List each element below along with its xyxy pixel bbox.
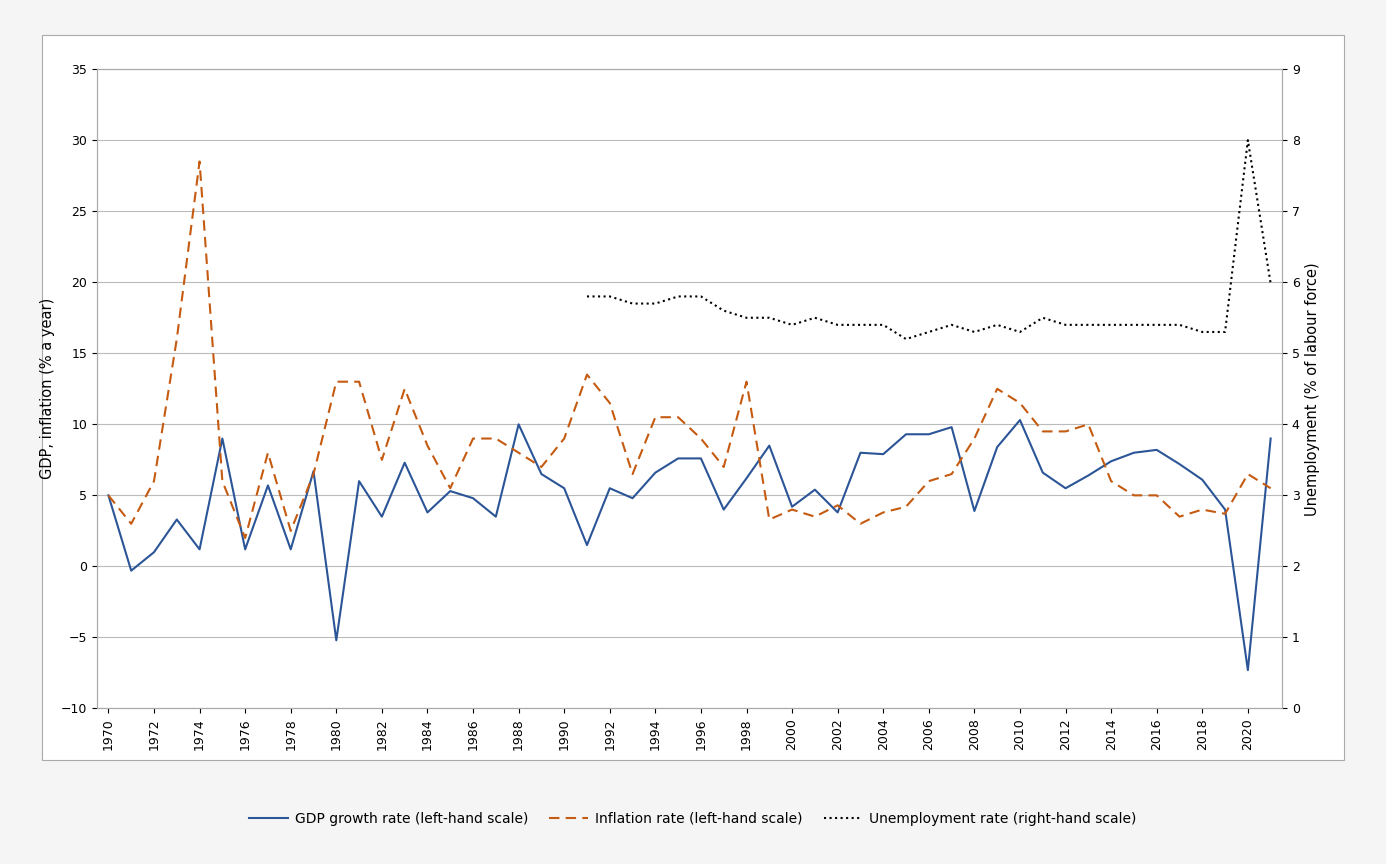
Unemployment rate (right-hand scale) — [624, 298, 640, 308]
Inflation rate (left-hand scale) — [693, 434, 710, 444]
Unemployment rate (right-hand scale) — [988, 320, 1005, 330]
Unemployment rate (right-hand scale) — [783, 320, 800, 330]
Line: GDP growth rate (left-hand scale): GDP growth rate (left-hand scale) — [108, 420, 1271, 670]
Unemployment rate (right-hand scale) — [1171, 320, 1188, 330]
GDP growth rate (left-hand scale) — [1239, 665, 1256, 676]
Unemployment rate (right-hand scale) — [898, 334, 915, 344]
Unemployment rate (right-hand scale) — [761, 313, 778, 323]
Unemployment rate (right-hand scale) — [602, 291, 618, 302]
GDP growth rate (left-hand scale) — [715, 505, 732, 515]
GDP growth rate (left-hand scale) — [1263, 434, 1279, 444]
GDP growth rate (left-hand scale) — [191, 544, 208, 555]
Unemployment rate (right-hand scale) — [875, 320, 891, 330]
Unemployment rate (right-hand scale) — [1058, 320, 1074, 330]
Unemployment rate (right-hand scale) — [1217, 327, 1234, 337]
Unemployment rate (right-hand scale) — [1193, 327, 1210, 337]
Inflation rate (left-hand scale) — [100, 490, 116, 500]
Inflation rate (left-hand scale) — [556, 434, 572, 444]
Unemployment rate (right-hand scale) — [1239, 135, 1256, 145]
Unemployment rate (right-hand scale) — [966, 327, 983, 337]
Inflation rate (left-hand scale) — [1263, 483, 1279, 493]
Line: Unemployment rate (right-hand scale): Unemployment rate (right-hand scale) — [588, 140, 1271, 339]
Unemployment rate (right-hand scale) — [1103, 320, 1120, 330]
GDP growth rate (left-hand scale) — [1012, 415, 1028, 425]
Unemployment rate (right-hand scale) — [829, 320, 845, 330]
Unemployment rate (right-hand scale) — [920, 327, 937, 337]
Y-axis label: Unemployment (% of labour force): Unemployment (% of labour force) — [1306, 262, 1321, 516]
Unemployment rate (right-hand scale) — [579, 291, 596, 302]
Inflation rate (left-hand scale) — [237, 533, 254, 543]
Unemployment rate (right-hand scale) — [1263, 278, 1279, 289]
Inflation rate (left-hand scale) — [852, 518, 869, 529]
Unemployment rate (right-hand scale) — [1080, 320, 1096, 330]
Unemployment rate (right-hand scale) — [944, 320, 960, 330]
Legend: GDP growth rate (left-hand scale), Inflation rate (left-hand scale), Unemploymen: GDP growth rate (left-hand scale), Infla… — [244, 806, 1142, 831]
Unemployment rate (right-hand scale) — [693, 291, 710, 302]
Y-axis label: GDP, inflation (% a year): GDP, inflation (% a year) — [40, 298, 55, 480]
GDP growth rate (left-hand scale) — [100, 490, 116, 500]
Inflation rate (left-hand scale) — [213, 476, 230, 486]
Unemployment rate (right-hand scale) — [1149, 320, 1166, 330]
GDP growth rate (left-hand scale) — [510, 419, 527, 429]
Unemployment rate (right-hand scale) — [647, 298, 664, 308]
GDP growth rate (left-hand scale) — [647, 467, 664, 478]
Unemployment rate (right-hand scale) — [739, 313, 755, 323]
Inflation rate (left-hand scale) — [898, 501, 915, 511]
GDP growth rate (left-hand scale) — [852, 448, 869, 458]
Unemployment rate (right-hand scale) — [669, 291, 686, 302]
Unemployment rate (right-hand scale) — [807, 313, 823, 323]
Unemployment rate (right-hand scale) — [715, 306, 732, 316]
Inflation rate (left-hand scale) — [191, 156, 208, 167]
Unemployment rate (right-hand scale) — [852, 320, 869, 330]
Unemployment rate (right-hand scale) — [1034, 313, 1051, 323]
Unemployment rate (right-hand scale) — [1125, 320, 1142, 330]
Inflation rate (left-hand scale) — [761, 514, 778, 524]
GDP growth rate (left-hand scale) — [807, 485, 823, 495]
Unemployment rate (right-hand scale) — [1012, 327, 1028, 337]
Line: Inflation rate (left-hand scale): Inflation rate (left-hand scale) — [108, 162, 1271, 538]
